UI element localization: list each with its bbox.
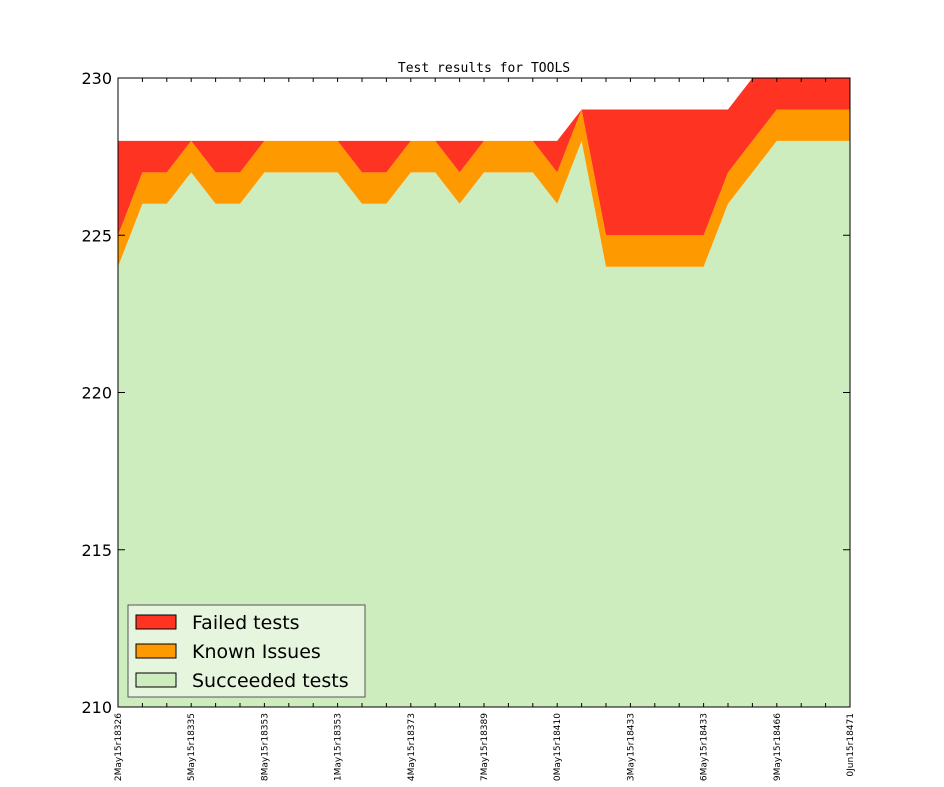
y-tick-label: 210 <box>81 698 112 717</box>
area <box>118 109 850 267</box>
x-tick-label: 8May15r18353 <box>260 713 270 781</box>
y-tick-label: 215 <box>81 541 112 560</box>
x-tick-label: 0May15r18410 <box>553 713 563 781</box>
legend-swatch <box>135 643 177 659</box>
x-tick-label: 9May15r18466 <box>773 713 783 781</box>
x-tick-label: 2May15r18326 <box>114 713 124 781</box>
x-tick-label: 5May15r18335 <box>187 713 197 781</box>
x-tick-label: 0Jun15r18471 <box>846 713 856 777</box>
x-tick-label: 1May15r18353 <box>334 713 344 781</box>
legend-swatch <box>135 614 177 630</box>
legend-label: Succeeded tests <box>192 670 349 692</box>
y-tick-label: 220 <box>81 384 112 403</box>
x-tick-label: 4May15r18373 <box>407 713 417 781</box>
y-tick-label: 225 <box>81 226 112 245</box>
area <box>118 78 850 236</box>
legend-label: Known Issues <box>192 641 321 663</box>
x-tick-label: 7May15r18389 <box>480 713 490 781</box>
plot <box>118 78 850 707</box>
chart-title: Test results for TOOLS <box>398 61 570 76</box>
legend-swatch <box>135 672 177 688</box>
x-tick-label: 6May15r18433 <box>700 713 710 781</box>
y-tick-label: 230 <box>81 69 112 88</box>
legend-label: Failed tests <box>192 612 300 634</box>
x-tick-label: 3May15r18433 <box>626 713 636 781</box>
area <box>118 140 850 707</box>
